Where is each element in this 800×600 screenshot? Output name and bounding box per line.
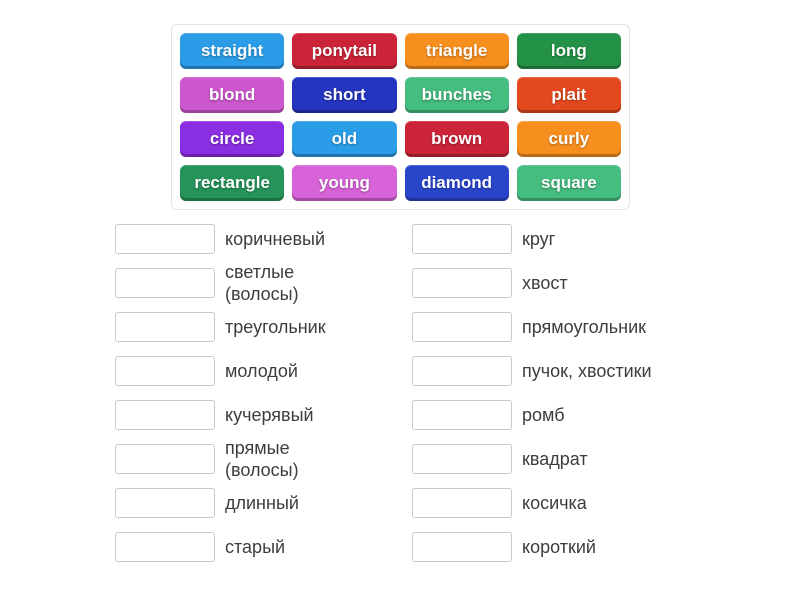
word-tile[interactable]: blond bbox=[180, 77, 285, 113]
word-tile[interactable]: old bbox=[292, 121, 397, 157]
match-row: прямоугольник bbox=[412, 305, 652, 349]
match-row: старый bbox=[115, 525, 326, 569]
match-label: светлые (волосы) bbox=[225, 262, 299, 304]
word-tile[interactable]: triangle bbox=[404, 33, 509, 69]
answer-drop-box[interactable] bbox=[412, 400, 512, 430]
match-label: треугольник bbox=[225, 317, 326, 337]
answer-drop-box[interactable] bbox=[412, 532, 512, 562]
match-row: прямые (волосы) bbox=[115, 437, 326, 481]
word-tile[interactable]: curly bbox=[516, 121, 621, 157]
answer-drop-box[interactable] bbox=[115, 268, 215, 298]
answer-drop-box[interactable] bbox=[412, 488, 512, 518]
match-row: длинный bbox=[115, 481, 326, 525]
answer-drop-box[interactable] bbox=[412, 444, 512, 474]
match-label: длинный bbox=[225, 493, 299, 513]
match-column-right: круг хвост прямоугольник пучок, хвостики… bbox=[412, 217, 652, 569]
match-row: круг bbox=[412, 217, 652, 261]
answer-drop-box[interactable] bbox=[115, 444, 215, 474]
word-tile[interactable]: diamond bbox=[404, 165, 509, 201]
match-label: прямые (волосы) bbox=[225, 438, 299, 480]
match-label: прямоугольник bbox=[522, 317, 647, 337]
word-tile[interactable]: young bbox=[292, 165, 397, 201]
match-row: коричневый bbox=[115, 217, 326, 261]
answer-drop-box[interactable] bbox=[115, 312, 215, 342]
match-row: пучок, хвостики bbox=[412, 349, 652, 393]
match-label: кучерявый bbox=[225, 405, 314, 425]
match-label: пучок, хвостики bbox=[522, 361, 652, 381]
match-row: кучерявый bbox=[115, 393, 326, 437]
match-row: короткий bbox=[412, 525, 652, 569]
answer-drop-box[interactable] bbox=[115, 224, 215, 254]
word-tile[interactable]: long bbox=[516, 33, 621, 69]
answer-drop-box[interactable] bbox=[412, 268, 512, 298]
match-row: хвост bbox=[412, 261, 652, 305]
match-column-left: коричневый светлые (волосы) треугольник … bbox=[115, 217, 326, 569]
word-tile[interactable]: bunches bbox=[404, 77, 509, 113]
word-tile[interactable]: rectangle bbox=[180, 165, 285, 201]
match-row: квадрат bbox=[412, 437, 652, 481]
word-tile[interactable]: straight bbox=[180, 33, 285, 69]
word-tile[interactable]: square bbox=[516, 165, 621, 201]
word-tile[interactable]: circle bbox=[180, 121, 285, 157]
word-tile[interactable]: ponytail bbox=[292, 33, 397, 69]
word-tile[interactable]: short bbox=[292, 77, 397, 113]
answer-drop-box[interactable] bbox=[412, 224, 512, 254]
match-row: косичка bbox=[412, 481, 652, 525]
match-label: короткий bbox=[522, 537, 596, 557]
match-label: коричневый bbox=[225, 229, 326, 249]
match-label: ромб bbox=[522, 405, 565, 425]
answer-drop-box[interactable] bbox=[115, 488, 215, 518]
match-label: хвост bbox=[522, 273, 568, 293]
answer-drop-box[interactable] bbox=[412, 356, 512, 386]
match-label: квадрат bbox=[522, 449, 588, 469]
match-label: молодой bbox=[225, 361, 298, 381]
match-row: ромб bbox=[412, 393, 652, 437]
match-label: косичка bbox=[522, 493, 587, 513]
answer-drop-box[interactable] bbox=[412, 312, 512, 342]
match-label: круг bbox=[522, 229, 556, 249]
match-row: светлые (волосы) bbox=[115, 261, 326, 305]
word-tile[interactable]: brown bbox=[404, 121, 509, 157]
match-label: старый bbox=[225, 537, 286, 557]
match-row: молодой bbox=[115, 349, 326, 393]
match-row: треугольник bbox=[115, 305, 326, 349]
answer-drop-box[interactable] bbox=[115, 532, 215, 562]
answer-drop-box[interactable] bbox=[115, 356, 215, 386]
answer-drop-box[interactable] bbox=[115, 400, 215, 430]
word-tile[interactable]: plait bbox=[516, 77, 621, 113]
word-bank: straight ponytail triangle long blond sh… bbox=[171, 24, 630, 210]
